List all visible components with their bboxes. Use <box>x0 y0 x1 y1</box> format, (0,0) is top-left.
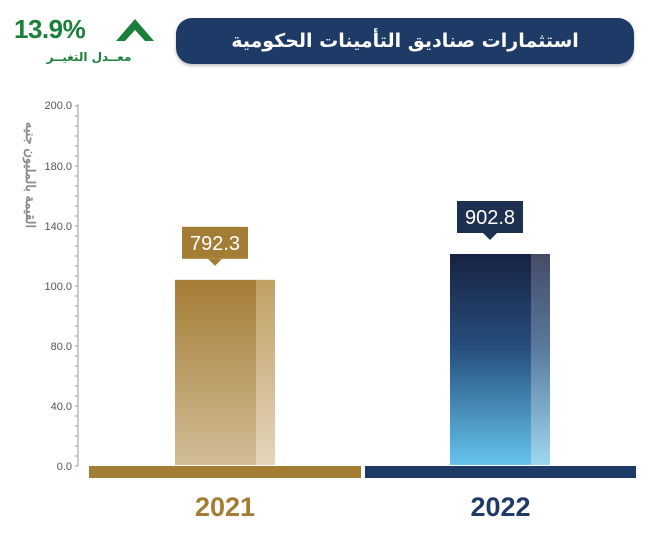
x-tick-label: 2021 <box>195 492 255 522</box>
data-label: 902.8 <box>465 207 515 229</box>
x-tick-label: 2022 <box>470 492 530 522</box>
bar-2021 <box>175 279 256 465</box>
y-tick-label: 80.0 <box>51 341 72 353</box>
chart-title: استثمارات صناديق التأمينات الحكومية <box>176 18 634 64</box>
category-band-2021 <box>89 466 361 478</box>
bar-2022 <box>450 254 531 465</box>
change-value: 13.9% <box>14 14 86 44</box>
y-tick-label: 200.0 <box>44 100 72 112</box>
value-callout-pointer <box>483 233 497 240</box>
y-tick-label: 40.0 <box>51 401 72 413</box>
y-tick-label: 180.0 <box>44 161 72 173</box>
value-callout <box>457 201 523 233</box>
bar-highlight-2022 <box>531 254 550 465</box>
y-tick-label: 140.0 <box>44 221 72 233</box>
change-label: معــدل التغيــر <box>46 50 132 64</box>
y-tick-label: 0.0 <box>57 461 72 473</box>
up-arrow-icon <box>116 19 154 41</box>
y-axis-label: القيمة بالمليون جنيه <box>22 122 38 228</box>
bar-highlight-2021 <box>256 279 275 465</box>
y-tick-label: 100.0 <box>44 281 72 293</box>
category-band-2022 <box>365 466 636 478</box>
y-axis-label-wrap: القيمة بالمليون جنيه <box>22 122 38 228</box>
value-callout <box>182 226 248 259</box>
data-label: 792.3 <box>190 233 240 255</box>
value-callout-pointer <box>208 258 222 266</box>
